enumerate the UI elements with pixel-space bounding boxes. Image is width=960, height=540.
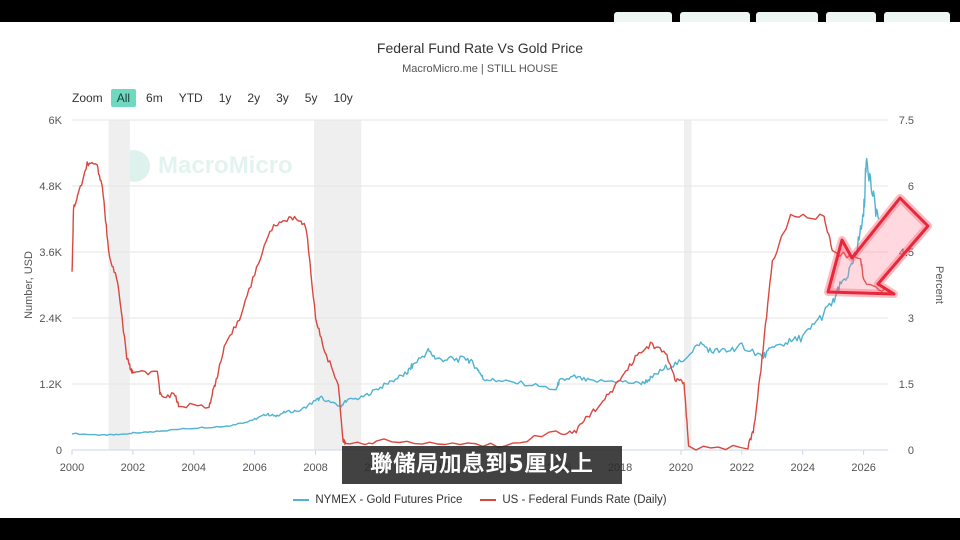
- chart-frame: Federal Fund Rate Vs Gold Price MacroMic…: [0, 22, 960, 518]
- series-line-fed-rate: [71, 161, 889, 451]
- zoom-ytd-button[interactable]: YTD: [178, 91, 203, 105]
- series-line-gold: [71, 157, 880, 436]
- y-right-tick-label: 0: [908, 445, 914, 457]
- video-caption: 聯儲局加息到5厘以上: [342, 446, 622, 484]
- zoom-5y-button[interactable]: 5y: [304, 91, 318, 105]
- y-left-tick-label: 1.2K: [39, 379, 62, 391]
- x-tick-label: 2008: [303, 462, 327, 474]
- legend-label-gold: NYMEX - Gold Futures Price: [315, 494, 463, 506]
- y-right-tick-label: 3: [908, 313, 914, 325]
- x-tick-label: 2026: [851, 462, 875, 474]
- y-left-axis-title: Number, USD: [23, 251, 35, 319]
- y-left-tick-label: 3.6K: [39, 247, 62, 259]
- legend-swatch-fed: [480, 499, 497, 501]
- x-tick-label: 2024: [791, 462, 815, 474]
- y-right-tick-label: 7.5: [899, 115, 914, 127]
- x-tick-label: 2002: [121, 462, 145, 474]
- y-right-tick-label: 6: [908, 181, 914, 193]
- legend-swatch-gold: [293, 499, 310, 501]
- zoom-bar: Zoom All 6m YTD 1y 2y 3y 5y 10y: [72, 89, 363, 107]
- legend-item-fed[interactable]: US - Federal Funds Rate (Daily): [480, 494, 667, 506]
- y-left-tick-label: 2.4K: [39, 313, 62, 325]
- y-left-tick-label: 6K: [49, 115, 63, 127]
- zoom-1y-button[interactable]: 1y: [218, 91, 232, 105]
- top-letterbox: [0, 0, 960, 34]
- x-tick-label: 2022: [730, 462, 754, 474]
- y-left-tick-label: 0: [56, 445, 62, 457]
- chart-title: Federal Fund Rate Vs Gold Price: [376, 40, 584, 56]
- y-left-tick-label: 4.8K: [39, 181, 62, 193]
- legend-label-fed: US - Federal Funds Rate (Daily): [502, 494, 667, 506]
- zoom-all-button[interactable]: All: [110, 89, 137, 107]
- zoom-6m-button[interactable]: 6m: [146, 91, 163, 105]
- x-tick-label: 2006: [242, 462, 266, 474]
- chart-svg: 01.2K2.4K3.6K4.8K6K01.534.567.5200020022…: [23, 115, 945, 474]
- zoom-10y-button[interactable]: 10y: [333, 91, 353, 105]
- recession-band: [684, 120, 692, 450]
- zoom-3y-button[interactable]: 3y: [276, 91, 289, 105]
- legend-item-gold[interactable]: NYMEX - Gold Futures Price: [293, 494, 462, 506]
- y-right-axis-title: Percent: [933, 266, 945, 304]
- chart-subtitle: MacroMicro.me | STILL HOUSE: [402, 63, 558, 75]
- x-tick-label: 2000: [60, 462, 84, 474]
- chart-legend: NYMEX - Gold Futures Price US - Federal …: [0, 494, 960, 506]
- zoom-label: Zoom: [72, 91, 103, 105]
- recession-band: [108, 120, 130, 450]
- y-right-tick-label: 1.5: [899, 379, 914, 391]
- recession-band: [314, 120, 362, 450]
- zoom-2y-button[interactable]: 2y: [247, 91, 261, 105]
- x-tick-label: 2020: [669, 462, 693, 474]
- watermark-text: MacroMicro: [158, 152, 293, 179]
- x-tick-label: 2004: [182, 462, 206, 474]
- red-arrow-annotation: [824, 194, 932, 298]
- bottom-letterbox: [0, 518, 960, 540]
- arrow-shape: [826, 196, 930, 296]
